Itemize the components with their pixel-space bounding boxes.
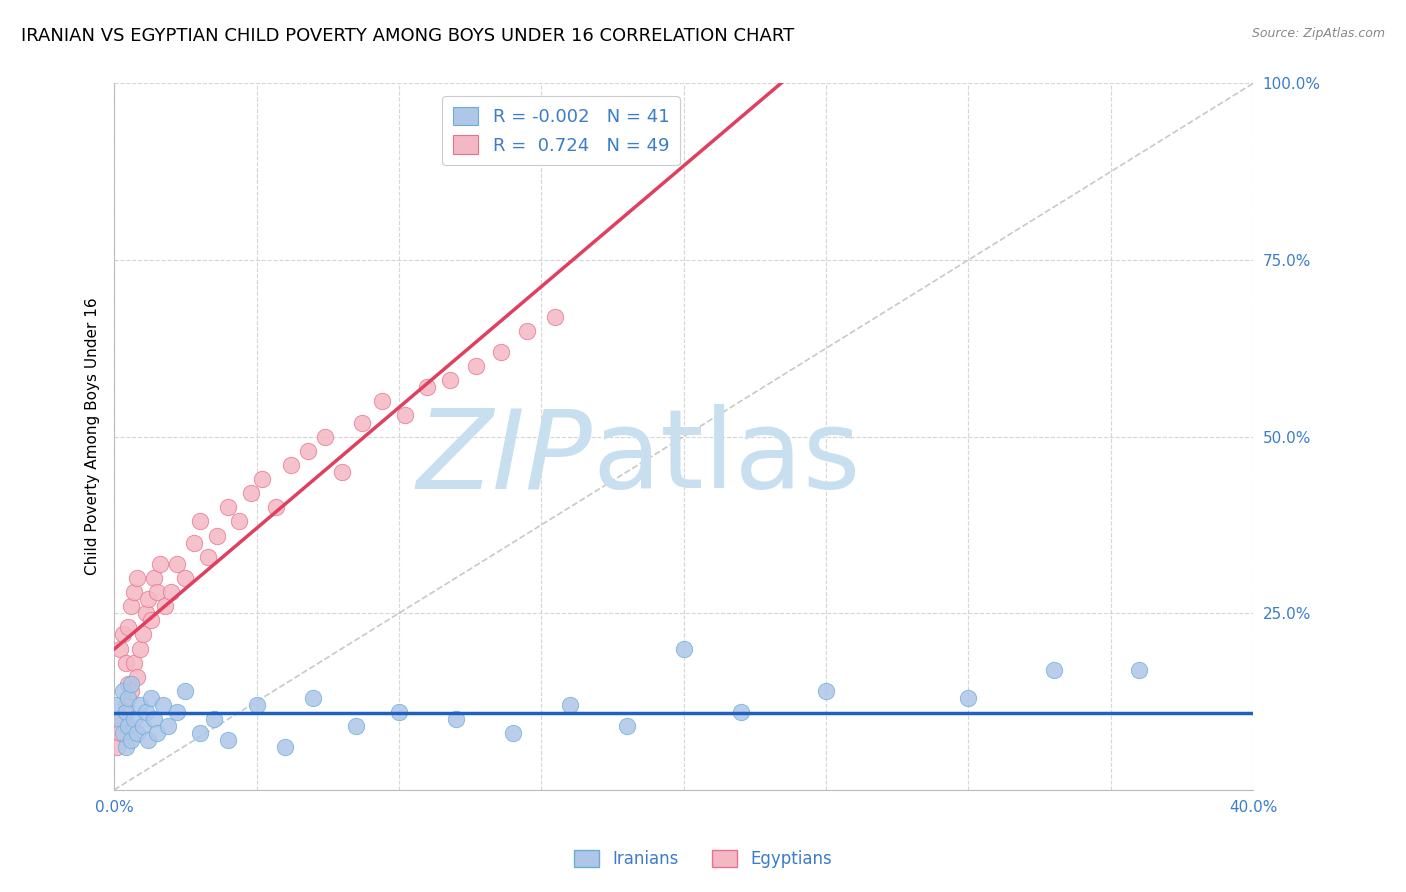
Point bbox=[134, 606, 156, 620]
Text: Source: ZipAtlas.com: Source: ZipAtlas.com bbox=[1251, 27, 1385, 40]
Legend: R = -0.002   N = 41, R =  0.724   N = 49: R = -0.002 N = 41, R = 0.724 N = 49 bbox=[441, 96, 681, 165]
Point bbox=[117, 691, 139, 706]
Point bbox=[122, 656, 145, 670]
Point bbox=[1128, 663, 1150, 677]
Point bbox=[188, 726, 211, 740]
Point bbox=[502, 726, 524, 740]
Point bbox=[146, 726, 169, 740]
Point bbox=[245, 698, 267, 712]
Point bbox=[174, 571, 197, 585]
Point bbox=[143, 571, 166, 585]
Point bbox=[957, 691, 980, 706]
Point bbox=[125, 670, 148, 684]
Point bbox=[202, 712, 225, 726]
Y-axis label: Child Poverty Among Boys Under 16: Child Poverty Among Boys Under 16 bbox=[86, 298, 100, 575]
Text: atlas: atlas bbox=[592, 404, 860, 511]
Point bbox=[314, 430, 336, 444]
Point bbox=[117, 719, 139, 733]
Point bbox=[616, 719, 638, 733]
Point bbox=[394, 409, 416, 423]
Point bbox=[252, 472, 274, 486]
Point bbox=[120, 599, 142, 614]
Point bbox=[155, 599, 177, 614]
Point bbox=[1042, 663, 1064, 677]
Point bbox=[416, 380, 439, 394]
Point bbox=[105, 698, 128, 712]
Point bbox=[114, 705, 136, 719]
Point bbox=[111, 684, 134, 698]
Point bbox=[274, 740, 297, 755]
Point bbox=[117, 620, 139, 634]
Point bbox=[117, 677, 139, 691]
Point bbox=[330, 465, 353, 479]
Point bbox=[125, 571, 148, 585]
Point bbox=[280, 458, 302, 472]
Point bbox=[146, 585, 169, 599]
Point bbox=[388, 705, 411, 719]
Point bbox=[558, 698, 581, 712]
Point bbox=[141, 691, 163, 706]
Point bbox=[111, 627, 134, 641]
Point bbox=[491, 344, 513, 359]
Point bbox=[114, 698, 136, 712]
Point bbox=[131, 719, 153, 733]
Point bbox=[297, 443, 319, 458]
Point bbox=[111, 726, 134, 740]
Point bbox=[120, 733, 142, 747]
Point bbox=[120, 684, 142, 698]
Point bbox=[114, 740, 136, 755]
Point bbox=[730, 705, 752, 719]
Point bbox=[114, 656, 136, 670]
Point bbox=[160, 585, 183, 599]
Point bbox=[228, 515, 250, 529]
Point bbox=[174, 684, 197, 698]
Point bbox=[141, 613, 163, 627]
Point bbox=[108, 712, 131, 726]
Point bbox=[131, 627, 153, 641]
Point bbox=[814, 684, 837, 698]
Point bbox=[122, 585, 145, 599]
Point bbox=[108, 726, 131, 740]
Point bbox=[544, 310, 567, 324]
Point bbox=[444, 712, 467, 726]
Point bbox=[152, 698, 174, 712]
Point bbox=[120, 677, 142, 691]
Point bbox=[188, 515, 211, 529]
Point bbox=[122, 712, 145, 726]
Point bbox=[128, 641, 150, 656]
Text: ZIP: ZIP bbox=[416, 404, 592, 511]
Point bbox=[217, 733, 239, 747]
Point bbox=[149, 557, 172, 571]
Point bbox=[439, 373, 461, 387]
Point bbox=[371, 394, 394, 409]
Point bbox=[183, 535, 205, 549]
Point bbox=[205, 528, 228, 542]
Point bbox=[166, 557, 188, 571]
Point bbox=[125, 726, 148, 740]
Point bbox=[217, 500, 239, 515]
Point bbox=[672, 641, 695, 656]
Legend: Iranians, Egyptians: Iranians, Egyptians bbox=[567, 843, 839, 875]
Point bbox=[138, 733, 160, 747]
Point bbox=[157, 719, 180, 733]
Point bbox=[197, 549, 219, 564]
Point bbox=[128, 698, 150, 712]
Point bbox=[464, 359, 486, 373]
Point bbox=[111, 712, 134, 726]
Point bbox=[302, 691, 325, 706]
Text: IRANIAN VS EGYPTIAN CHILD POVERTY AMONG BOYS UNDER 16 CORRELATION CHART: IRANIAN VS EGYPTIAN CHILD POVERTY AMONG … bbox=[21, 27, 794, 45]
Point bbox=[516, 324, 538, 338]
Point bbox=[138, 592, 160, 607]
Point bbox=[266, 500, 288, 515]
Point bbox=[166, 705, 188, 719]
Point bbox=[105, 740, 128, 755]
Point bbox=[344, 719, 367, 733]
Point bbox=[239, 486, 262, 500]
Point bbox=[143, 712, 166, 726]
Point bbox=[134, 705, 156, 719]
Point bbox=[350, 416, 373, 430]
Point bbox=[108, 641, 131, 656]
